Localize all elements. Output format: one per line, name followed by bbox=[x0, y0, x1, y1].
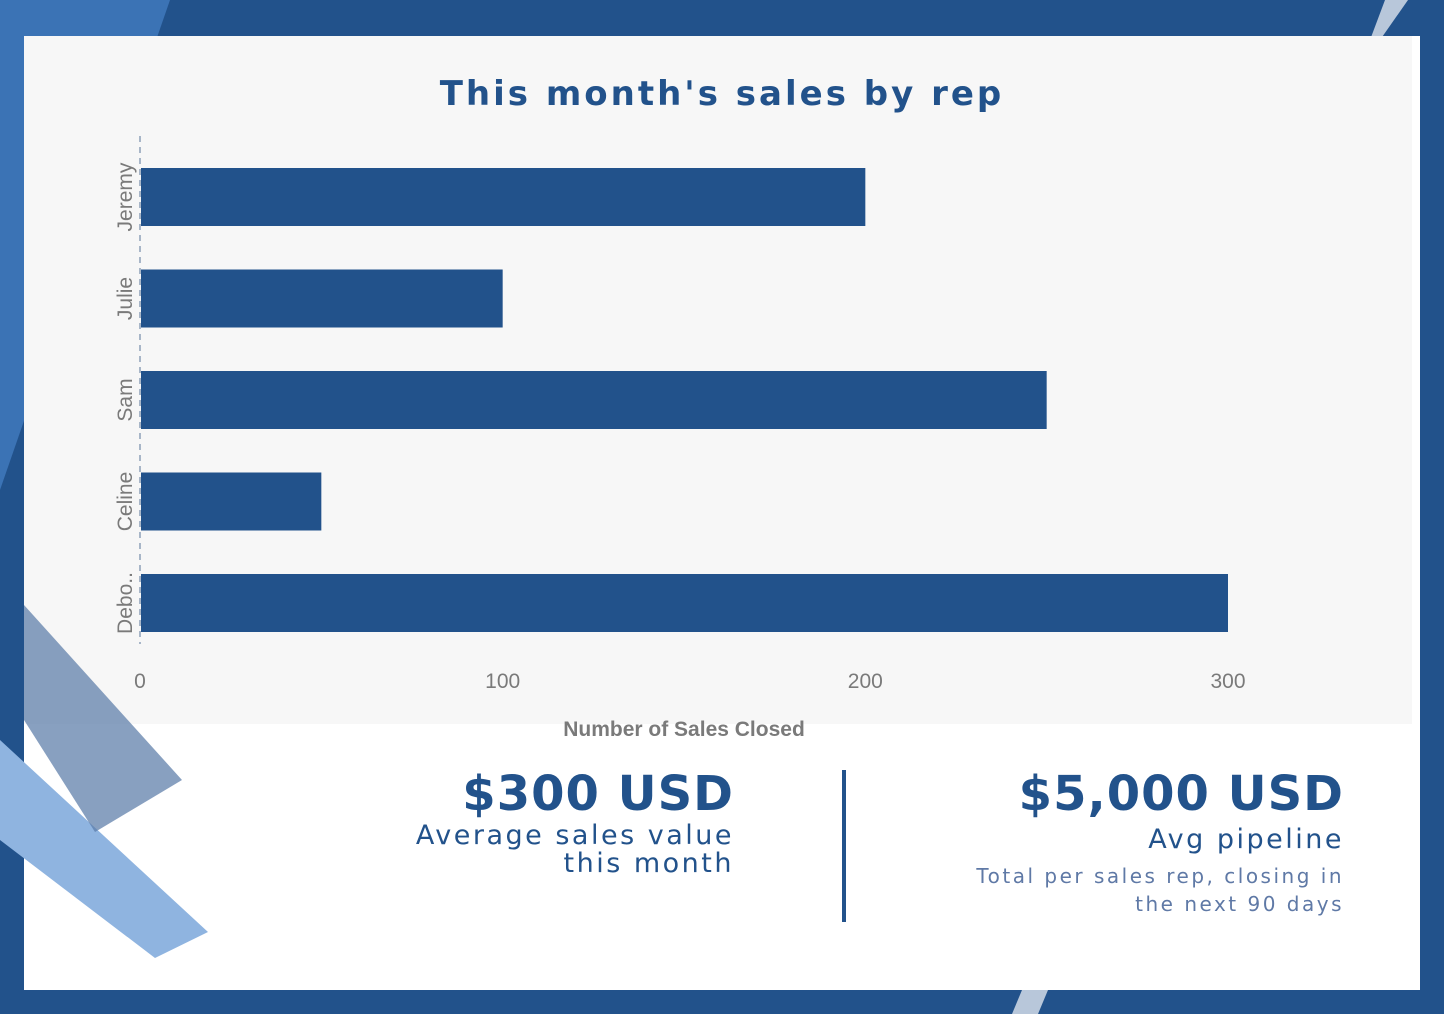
bar-jeremy bbox=[141, 168, 866, 226]
chart-title: This month's sales by rep bbox=[439, 74, 1005, 114]
bar-julie bbox=[141, 269, 503, 328]
x-tick-label: 100 bbox=[485, 670, 520, 693]
top-right-stripe bbox=[1370, 0, 1408, 40]
kpi-subtext-line2: the next 90 days bbox=[1135, 892, 1344, 916]
bars-group bbox=[141, 168, 1228, 632]
bar-chart: Jeremy Julie Sam Celine Debo.. 0 100 200 300 Nu… bbox=[114, 136, 1246, 741]
x-tick-label: 200 bbox=[848, 670, 883, 693]
category-labels: Jeremy Julie Sam Celine Debo.. bbox=[114, 162, 137, 634]
kpi-value: $5,000 USD bbox=[1018, 766, 1344, 822]
kpi-avg-pipeline: $5,000 USD Avg pipeline Total per sales … bbox=[904, 766, 1344, 918]
kpi-label-line2: this month bbox=[563, 848, 734, 879]
bar-sam bbox=[141, 371, 1047, 429]
kpi-label-line1: Average sales value bbox=[415, 820, 734, 851]
kpi-divider bbox=[842, 770, 846, 922]
category-label: Sam bbox=[114, 378, 137, 421]
x-tick-label: 0 bbox=[134, 670, 146, 693]
kpi-subtext-line1: Total per sales rep, closing in bbox=[976, 864, 1344, 888]
bottom-stripe bbox=[1012, 990, 1048, 1014]
category-label: Debo.. bbox=[114, 572, 137, 634]
kpi-value: $300 USD bbox=[462, 766, 734, 822]
kpi-average-sales: $300 USD Average sales value this month bbox=[354, 766, 734, 878]
x-tick-label: 300 bbox=[1210, 670, 1245, 693]
x-tick-labels: 0 100 200 300 bbox=[134, 670, 1245, 693]
category-label: Jeremy bbox=[114, 162, 137, 231]
kpi-label: Avg pipeline bbox=[1148, 824, 1344, 855]
bar-debo bbox=[141, 574, 1228, 632]
category-label: Celine bbox=[114, 472, 137, 532]
dashboard-card: This month's sales by rep Jeremy Julie Sam… bbox=[24, 36, 1420, 990]
category-label: Julie bbox=[114, 277, 137, 320]
bar-celine bbox=[141, 472, 322, 531]
x-axis-label: Number of Sales Closed bbox=[563, 718, 805, 741]
